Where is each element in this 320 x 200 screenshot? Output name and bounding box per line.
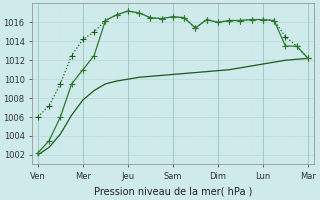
X-axis label: Pression niveau de la mer( hPa ): Pression niveau de la mer( hPa ) [94,187,252,197]
